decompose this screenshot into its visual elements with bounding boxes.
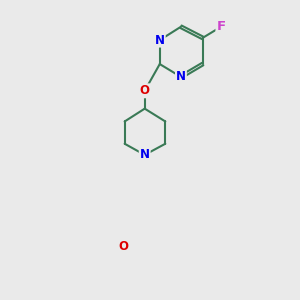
Text: N: N [176, 70, 186, 83]
Text: F: F [217, 20, 226, 33]
Text: N: N [140, 148, 150, 161]
Text: O: O [118, 240, 128, 253]
Text: O: O [140, 84, 150, 97]
Text: N: N [155, 34, 165, 46]
